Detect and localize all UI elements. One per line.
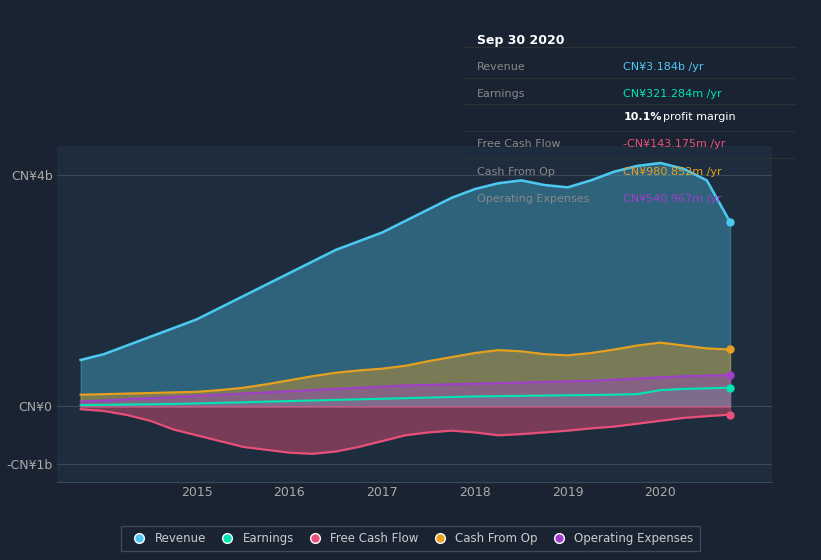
Text: CN¥3.184b /yr: CN¥3.184b /yr [623,62,704,72]
Text: Free Cash Flow: Free Cash Flow [477,139,561,150]
Text: CN¥321.284m /yr: CN¥321.284m /yr [623,89,722,99]
Text: Earnings: Earnings [477,89,525,99]
Text: Operating Expenses: Operating Expenses [477,194,589,204]
Text: CN¥980.852m /yr: CN¥980.852m /yr [623,167,722,176]
Text: Sep 30 2020: Sep 30 2020 [477,34,565,47]
Text: profit margin: profit margin [663,112,736,122]
Text: -CN¥143.175m /yr: -CN¥143.175m /yr [623,139,726,150]
Text: Cash From Op: Cash From Op [477,167,555,176]
Text: 10.1%: 10.1% [623,112,662,122]
Legend: Revenue, Earnings, Free Cash Flow, Cash From Op, Operating Expenses: Revenue, Earnings, Free Cash Flow, Cash … [122,526,699,551]
Text: CN¥540.967m /yr: CN¥540.967m /yr [623,194,722,204]
Text: Revenue: Revenue [477,62,526,72]
